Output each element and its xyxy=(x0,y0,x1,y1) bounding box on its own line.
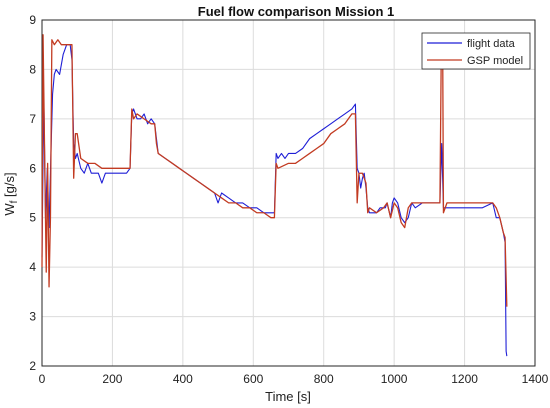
data-series xyxy=(41,34,508,357)
x-tick-label: 600 xyxy=(243,372,263,386)
chart-title: Fuel flow comparison Mission 1 xyxy=(198,4,394,19)
x-tick-label: 1200 xyxy=(451,372,478,386)
legend-label-gsp-model: GSP model xyxy=(467,55,523,67)
y-tick-label: 5 xyxy=(29,211,36,225)
y-tick-label: 4 xyxy=(29,260,36,274)
grid-lines xyxy=(42,20,535,366)
x-tick-label: 800 xyxy=(314,372,334,386)
y-axis-label-subscript: f xyxy=(9,200,20,203)
x-tick-labels: 0 200 400 600 800 1000 1200 1400 xyxy=(39,372,549,386)
x-tick-label: 1400 xyxy=(522,372,549,386)
y-tick-label: 7 xyxy=(29,112,36,126)
y-axis-label-unit: [g/s] xyxy=(2,172,17,200)
series-line-gsp-model xyxy=(41,34,508,307)
x-tick-label: 200 xyxy=(102,372,122,386)
x-axis-label: Time [s] xyxy=(265,389,311,404)
y-axis-label-main: W xyxy=(2,203,17,216)
legend-box xyxy=(421,32,531,70)
x-tick-label: 1000 xyxy=(381,372,408,386)
x-tick-label: 0 xyxy=(39,372,46,386)
y-tick-labels: 2 3 4 5 6 7 8 9 xyxy=(29,13,36,373)
y-tick-label: 3 xyxy=(29,310,36,324)
y-tick-label: 8 xyxy=(29,62,36,76)
y-axis-label: Wf [g/s] xyxy=(2,172,20,215)
legend: flight data GSP model xyxy=(421,32,531,70)
series-line-flight-data xyxy=(41,44,508,357)
y-tick-label: 9 xyxy=(29,13,36,27)
y-tick-label: 6 xyxy=(29,161,36,175)
legend-label-flight-data: flight data xyxy=(467,38,516,50)
x-tick-label: 400 xyxy=(173,372,193,386)
y-tick-label: 2 xyxy=(29,359,36,373)
